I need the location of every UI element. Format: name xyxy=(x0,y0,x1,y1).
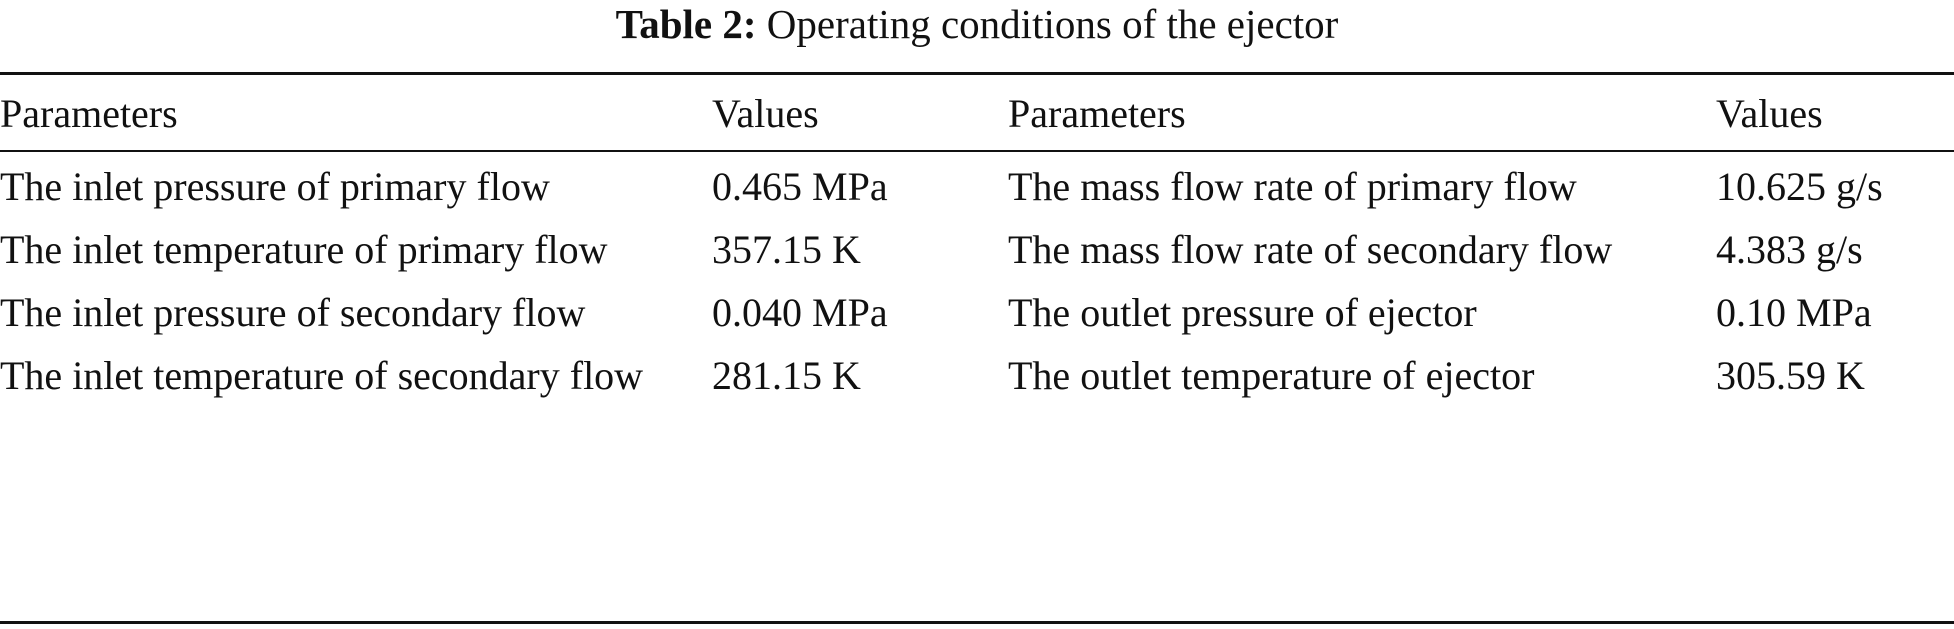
table-row: The inlet pressure of secondary flow 0.0… xyxy=(0,287,1954,350)
table-row: The inlet pressure of primary flow 0.465… xyxy=(0,151,1954,224)
parameter-cell: The mass flow rate of primary flow xyxy=(1008,164,1577,209)
header-parameters-left: Parameters xyxy=(0,90,178,136)
table-header-rule xyxy=(0,150,1954,152)
table-row: The inlet temperature of secondary flow … xyxy=(0,350,1954,413)
operating-conditions-table: Parameters Values Parameters Values The … xyxy=(0,75,1954,413)
header-values-left: Values xyxy=(712,90,819,136)
table-bottom-rule xyxy=(0,621,1954,624)
table-caption-text: Operating conditions of the ejector xyxy=(766,1,1339,47)
parameter-cell: The mass flow rate of secondary flow xyxy=(1008,227,1613,272)
value-cell: 0.10 MPa xyxy=(1716,290,1872,335)
header-values-right: Values xyxy=(1716,90,1823,136)
header-parameters-right: Parameters xyxy=(1008,90,1186,136)
value-cell: 0.040 MPa xyxy=(712,290,888,335)
parameter-cell: The inlet pressure of primary flow xyxy=(0,164,550,209)
table-row: The inlet temperature of primary flow 35… xyxy=(0,224,1954,287)
table-top-rule xyxy=(0,72,1954,75)
parameter-cell: The outlet pressure of ejector xyxy=(1008,290,1477,335)
table-caption: Table 2: Operating conditions of the eje… xyxy=(0,0,1954,48)
parameter-cell: The inlet temperature of secondary flow xyxy=(0,353,644,398)
parameter-cell: The outlet temperature of ejector xyxy=(1008,353,1535,398)
value-cell: 305.59 K xyxy=(1716,353,1865,398)
value-cell: 281.15 K xyxy=(712,353,861,398)
value-cell: 357.15 K xyxy=(712,227,861,272)
value-cell: 10.625 g/s xyxy=(1716,164,1883,209)
parameter-cell: The inlet temperature of primary flow xyxy=(0,227,608,272)
parameter-cell: The inlet pressure of secondary flow xyxy=(0,290,586,335)
table-caption-label: Table 2: xyxy=(615,1,757,47)
value-cell: 4.383 g/s xyxy=(1716,227,1863,272)
value-cell: 0.465 MPa xyxy=(712,164,888,209)
table-header-row: Parameters Values Parameters Values xyxy=(0,75,1954,151)
